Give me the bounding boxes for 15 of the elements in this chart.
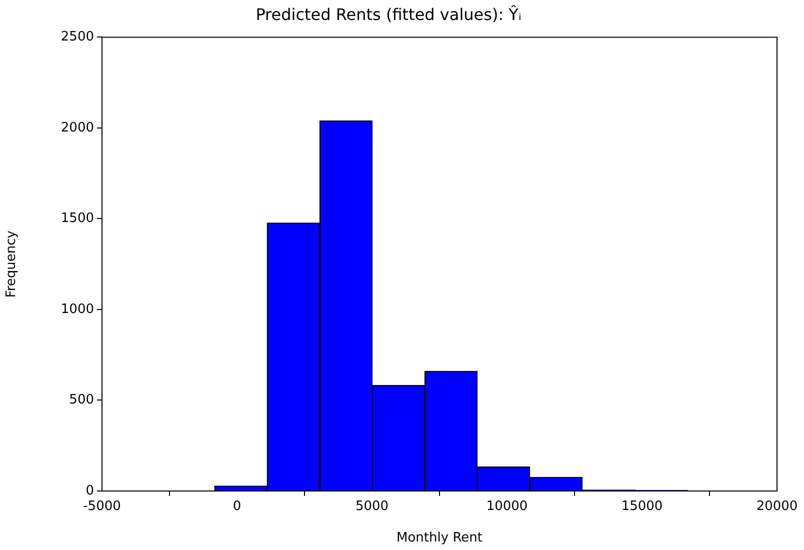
x-tick-label: 15000 [621,499,663,514]
y-tick-label: 2500 [60,30,94,45]
x-tick-label: -5000 [83,499,121,514]
chart-title: Predicted Rents (fitted values): Ŷᵢ [256,4,522,24]
x-tick-label: 0 [232,499,242,514]
y-tick-label: 1500 [60,211,94,226]
x-tick-label: 10000 [486,499,528,514]
y-tick-label: 0 [86,483,94,498]
x-tick-label: 20000 [756,499,798,514]
x-axis-title: Monthly Rent [396,530,482,546]
y-tick-label: 1000 [60,302,94,317]
y-tick-label: 500 [69,392,94,408]
x-tick-label: 5000 [355,499,389,514]
y-tick-label: 2000 [60,120,94,136]
y-axis-title: Frequency [4,230,20,298]
